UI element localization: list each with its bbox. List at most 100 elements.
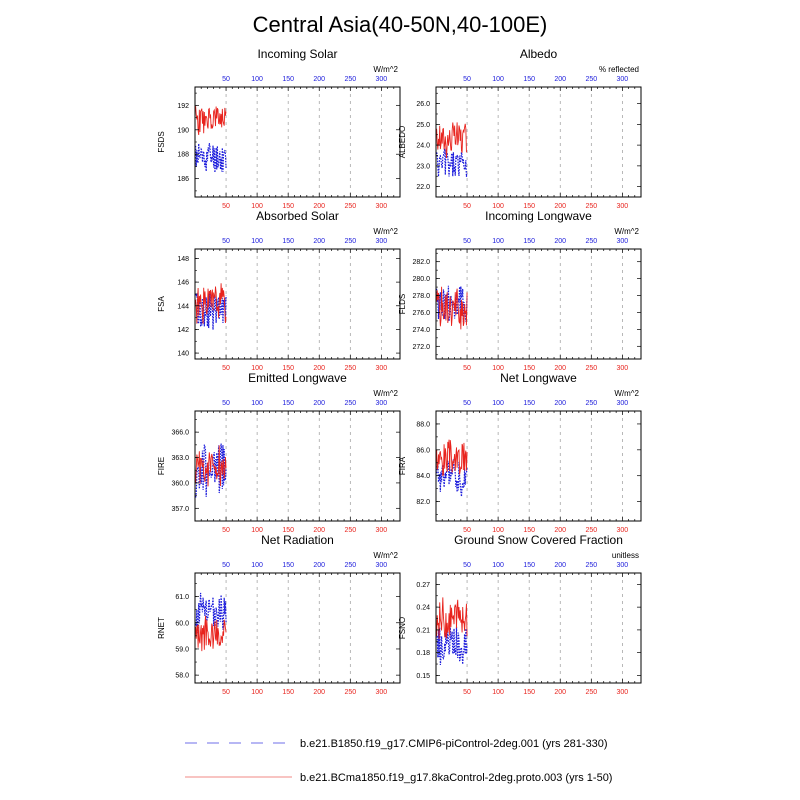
x-tick-label-top: 50 [463, 400, 471, 407]
panel-title: Net Longwave [500, 371, 577, 385]
x-tick-label-bottom: 200 [554, 689, 566, 696]
x-tick-label-top: 50 [463, 562, 471, 569]
x-tick-label-bottom: 100 [492, 203, 504, 210]
x-tick-label-bottom: 200 [313, 689, 325, 696]
x-tick-label-top: 50 [222, 400, 230, 407]
x-tick-label-top: 150 [523, 238, 535, 245]
y-tick-label: 58.0 [175, 673, 189, 680]
x-tick-label-top: 150 [523, 400, 535, 407]
x-tick-label-bottom: 250 [585, 527, 597, 534]
plot-frame [435, 410, 642, 522]
x-tick-label-bottom: 150 [523, 203, 535, 210]
x-tick-label-top: 250 [585, 238, 597, 245]
series-line-8kaControl [436, 122, 468, 158]
x-tick-label-bottom: 100 [492, 689, 504, 696]
x-tick-label-bottom: 300 [617, 527, 629, 534]
x-tick-label-top: 100 [492, 562, 504, 569]
y-axis-label: ALBEDO [398, 126, 407, 158]
x-tick-label-bottom: 150 [523, 365, 535, 372]
x-tick-label-top: 200 [313, 76, 325, 83]
x-tick-label-bottom: 50 [222, 689, 230, 696]
x-tick-label-bottom: 100 [251, 203, 263, 210]
x-tick-label-top: 300 [617, 400, 629, 407]
x-tick-label-top: 250 [344, 400, 356, 407]
y-tick-label: 0.24 [416, 605, 430, 612]
y-tick-label: 86.0 [416, 447, 430, 454]
panel-rnet: Net Radiation W/m^2 RNET 50 100 150 200 250 300 5… [157, 533, 401, 696]
legend: b.e21.B1850.f19_g17.CMIP6-piControl-2deg… [185, 738, 612, 784]
y-tick-label: 25.0 [416, 122, 430, 129]
x-tick-label-bottom: 250 [344, 365, 356, 372]
x-tick-label-bottom: 50 [222, 365, 230, 372]
y-tick-label: 146 [177, 280, 189, 287]
series-line-8kaControl [195, 106, 227, 136]
x-tick-label-top: 300 [617, 76, 629, 83]
series-line-piControl [436, 459, 468, 497]
x-tick-label-bottom: 100 [492, 365, 504, 372]
series-line-piControl [436, 285, 468, 322]
plot-frame [435, 86, 642, 198]
series-line-8kaControl [436, 597, 468, 639]
y-tick-label: 140 [177, 351, 189, 358]
y-tick-label: 0.18 [416, 650, 430, 657]
y-tick-label: 188 [177, 152, 189, 159]
x-tick-label-bottom: 250 [344, 203, 356, 210]
y-tick-label: 60.0 [175, 620, 189, 627]
plot-frame [435, 572, 642, 684]
x-tick-label-top: 150 [282, 76, 294, 83]
units-label: W/m^2 [373, 227, 398, 236]
series-line-8kaControl [195, 445, 227, 487]
x-tick-label-bottom: 150 [523, 689, 535, 696]
panel-fsno: Ground Snow Covered Fraction unitless FSNO… [398, 533, 642, 696]
x-tick-label-bottom: 50 [463, 365, 471, 372]
x-tick-label-top: 300 [617, 238, 629, 245]
x-tick-label-bottom: 150 [523, 527, 535, 534]
y-tick-label: 276.0 [412, 310, 430, 317]
y-axis-label: FIRA [398, 456, 407, 475]
panel-albedo: Albedo % reflected ALBEDO 50 100 150 200 250 300… [398, 47, 642, 210]
x-tick-label-top: 150 [523, 562, 535, 569]
x-tick-label-top: 50 [222, 562, 230, 569]
x-tick-label-bottom: 250 [585, 203, 597, 210]
panel-title: Ground Snow Covered Fraction [454, 533, 623, 547]
panel-fsa: Absorbed Solar W/m^2 FSA 50 100 150 200 250 300 5… [157, 209, 401, 372]
y-tick-label: 22.0 [416, 184, 430, 191]
units-label: W/m^2 [614, 227, 639, 236]
x-tick-label-bottom: 250 [585, 689, 597, 696]
x-tick-label-top: 50 [463, 238, 471, 245]
panel-fira: Net Longwave W/m^2 FIRA 50 100 150 200 250 300 50… [398, 371, 642, 534]
x-tick-label-bottom: 150 [282, 203, 294, 210]
y-tick-label: 84.0 [416, 473, 430, 480]
x-tick-label-top: 250 [344, 238, 356, 245]
y-axis-label: FSA [157, 296, 166, 312]
y-axis-label: FIRE [157, 457, 166, 475]
y-tick-label: 192 [177, 103, 189, 110]
x-tick-label-top: 100 [492, 76, 504, 83]
x-tick-label-top: 200 [554, 400, 566, 407]
panel-title: Emitted Longwave [248, 371, 347, 385]
x-tick-label-top: 250 [344, 76, 356, 83]
x-tick-label-top: 250 [585, 562, 597, 569]
panel-fsds: Incoming Solar W/m^2 FSDS 50 100 150 200 250 300… [157, 47, 401, 210]
y-axis-label: FSNO [398, 617, 407, 639]
x-tick-label-bottom: 100 [251, 365, 263, 372]
series-line-8kaControl [195, 283, 227, 324]
x-tick-label-bottom: 200 [313, 365, 325, 372]
panels: Incoming Solar W/m^2 FSDS 50 100 150 200 250 300… [157, 47, 642, 696]
y-tick-label: 88.0 [416, 421, 430, 428]
y-tick-label: 278.0 [412, 293, 430, 300]
series-line-piControl [195, 143, 227, 173]
x-tick-label-top: 50 [222, 76, 230, 83]
y-tick-label: 82.0 [416, 499, 430, 506]
x-tick-label-bottom: 50 [463, 527, 471, 534]
panel-title: Net Radiation [261, 533, 334, 547]
x-tick-label-bottom: 50 [222, 527, 230, 534]
figure-title: Central Asia(40-50N,40-100E) [253, 12, 548, 37]
plot-frame [194, 410, 401, 522]
x-tick-label-bottom: 300 [617, 365, 629, 372]
legend-label-piControl: b.e21.B1850.f19_g17.CMIP6-piControl-2deg… [300, 738, 608, 750]
y-tick-label: 0.15 [416, 673, 430, 680]
x-tick-label-top: 300 [376, 562, 388, 569]
x-tick-label-bottom: 100 [492, 527, 504, 534]
